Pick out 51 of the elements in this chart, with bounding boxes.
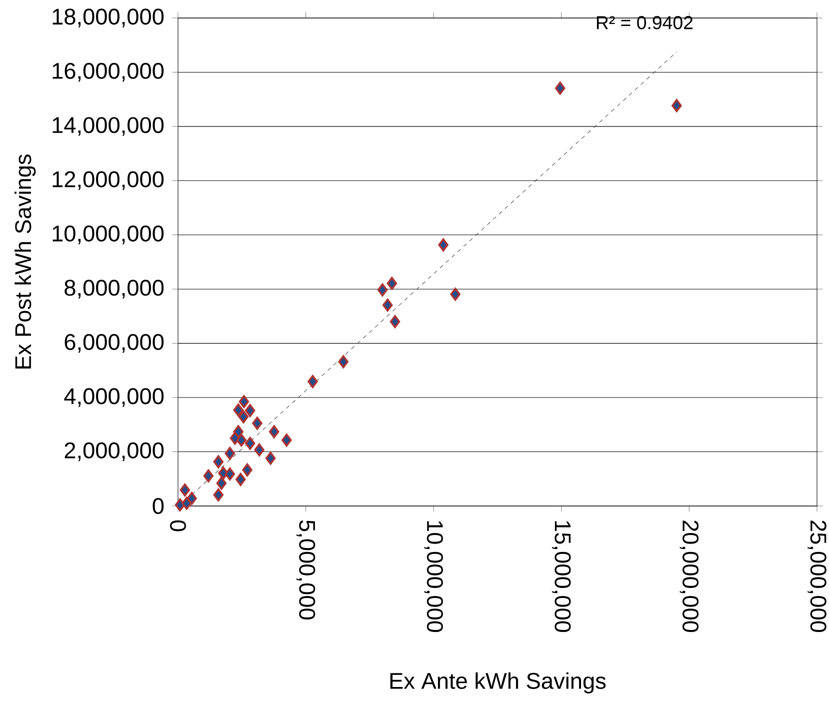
annotation: R² = 0.9402	[596, 16, 693, 30]
x-tick-label: 25,000,000	[808, 520, 826, 632]
point	[265, 452, 276, 465]
point	[554, 82, 566, 95]
y-tick-label: 16,000,000	[52, 62, 164, 82]
point	[238, 410, 249, 424]
point	[182, 496, 192, 510]
y-tick-label: 18,000,000	[52, 8, 164, 28]
point	[390, 315, 400, 328]
y-tick-label: 4,000,000	[64, 388, 164, 407]
y-tick-label: 8,000,000	[64, 280, 164, 298]
point	[236, 434, 247, 447]
y-tick-label: 2,000,000	[64, 442, 164, 462]
point	[233, 403, 244, 417]
point	[268, 425, 280, 438]
point	[242, 463, 252, 476]
y-tick-label: 6,000,000	[64, 334, 164, 353]
point	[230, 432, 240, 445]
point	[338, 355, 349, 368]
point	[672, 99, 682, 112]
point	[224, 467, 236, 481]
x-tick-label: 15,000,000	[552, 521, 571, 632]
x-tick-label: 10,000,000	[424, 521, 443, 632]
point	[254, 443, 264, 456]
point	[450, 288, 460, 301]
point	[238, 395, 250, 408]
y-tick-label: 0	[152, 498, 164, 514]
point	[224, 446, 236, 460]
point	[382, 298, 393, 312]
x-tick-label: 0	[170, 520, 186, 532]
point	[281, 434, 292, 447]
y-tick-label: 14,000,000	[52, 117, 164, 136]
x-tick-label: 5,000,000	[296, 520, 316, 620]
point	[252, 416, 262, 430]
point	[216, 476, 227, 490]
point	[386, 276, 398, 290]
point	[213, 488, 224, 502]
y-tick-label: 12,000,000	[52, 171, 164, 190]
point	[308, 375, 318, 388]
point	[377, 283, 388, 296]
point	[203, 469, 214, 482]
y-axis-title: Ex Post kWh Savings	[14, 154, 36, 368]
point	[244, 436, 256, 450]
point	[213, 455, 224, 468]
point	[244, 404, 256, 418]
y-tick-label: 10,000,000	[52, 226, 164, 244]
point	[235, 472, 246, 486]
x-axis-title: Ex Ante kWh Savings	[390, 672, 606, 694]
x-tick-label: 20,000,000	[680, 520, 699, 632]
point	[180, 483, 190, 497]
point	[438, 238, 448, 252]
